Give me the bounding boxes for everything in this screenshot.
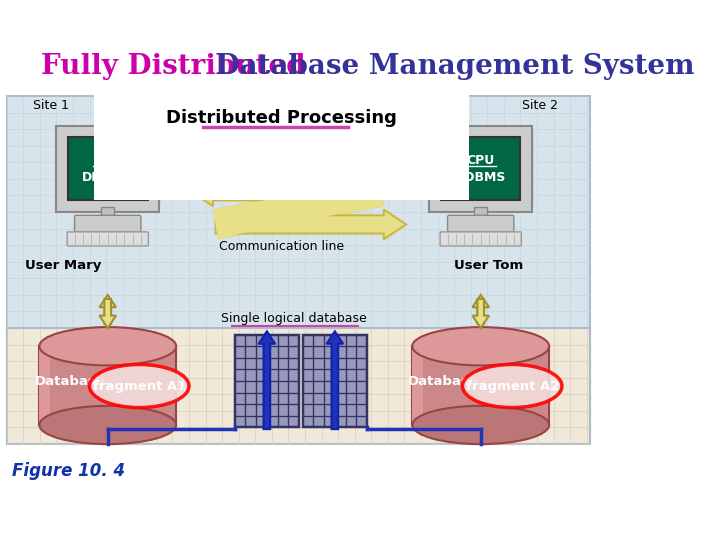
Text: Distributed Processing: Distributed Processing [166, 109, 397, 127]
FancyBboxPatch shape [75, 215, 141, 232]
Ellipse shape [40, 327, 176, 366]
FancyBboxPatch shape [56, 126, 159, 212]
Text: Site 2: Site 2 [522, 99, 558, 112]
Bar [6, 328, 590, 444]
Bar [302, 335, 367, 428]
FancyBboxPatch shape [441, 129, 532, 204]
Text: fragment A1: fragment A1 [93, 380, 186, 393]
Polygon shape [472, 295, 489, 324]
Polygon shape [99, 295, 116, 324]
Bar [6, 96, 590, 444]
Bar [413, 346, 549, 425]
Bar [68, 137, 148, 200]
FancyBboxPatch shape [67, 232, 148, 246]
Polygon shape [472, 299, 489, 328]
Polygon shape [258, 332, 275, 429]
Ellipse shape [40, 406, 176, 444]
Text: User Mary: User Mary [25, 259, 102, 272]
Text: CPU
DDBMS: CPU DDBMS [82, 154, 133, 184]
Bar [40, 346, 176, 425]
Text: User Tom: User Tom [454, 259, 523, 272]
Text: Fully Distributed: Fully Distributed [42, 53, 306, 80]
FancyBboxPatch shape [448, 215, 514, 232]
Text: Database: Database [35, 375, 106, 388]
Bar [101, 207, 114, 219]
Ellipse shape [413, 406, 549, 444]
Polygon shape [191, 177, 382, 206]
FancyBboxPatch shape [68, 129, 159, 204]
Text: Single logical database: Single logical database [221, 312, 367, 325]
Text: Database: Database [408, 375, 479, 388]
Text: Communication line: Communication line [219, 240, 344, 253]
Bar [235, 335, 300, 428]
Polygon shape [215, 210, 406, 239]
Text: Site 1: Site 1 [33, 99, 69, 112]
FancyBboxPatch shape [440, 232, 521, 246]
Text: CPU
DDBMS: CPU DDBMS [455, 154, 506, 184]
Ellipse shape [89, 364, 189, 408]
Text: fragment A2: fragment A2 [466, 380, 559, 393]
Bar [441, 137, 521, 200]
Bar [474, 207, 487, 219]
Text: Figure 10. 4: Figure 10. 4 [12, 462, 125, 480]
FancyBboxPatch shape [429, 126, 532, 212]
Bar [413, 346, 423, 425]
Bar [40, 346, 50, 425]
Polygon shape [327, 332, 343, 429]
Ellipse shape [413, 327, 549, 366]
Polygon shape [99, 299, 116, 328]
Text: Database Management System: Database Management System [205, 53, 694, 80]
Ellipse shape [462, 364, 562, 408]
